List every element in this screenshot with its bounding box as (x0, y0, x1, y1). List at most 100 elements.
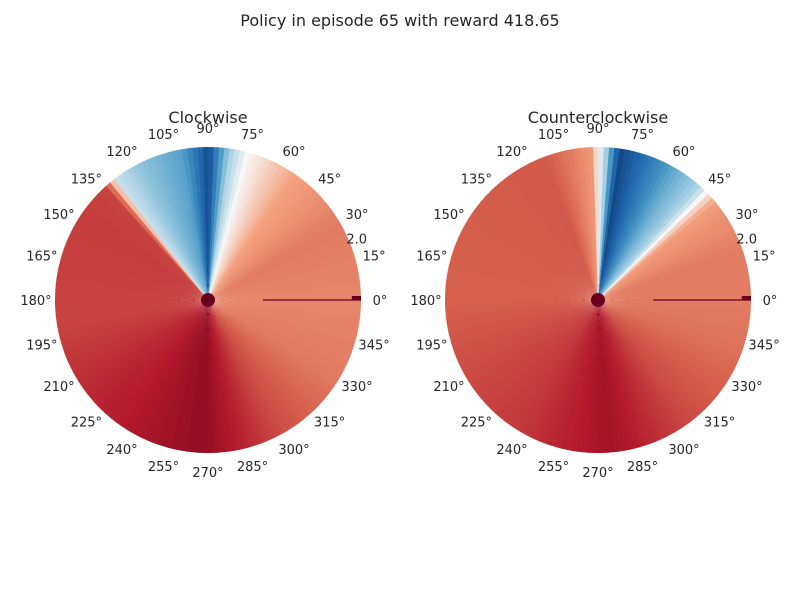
wedge (455, 237, 598, 300)
wedge (446, 273, 598, 300)
wedge (208, 162, 281, 300)
wedge (462, 223, 598, 300)
wedge (117, 300, 208, 428)
theta-tick-label: 30° (735, 208, 758, 223)
theta-ticks: 0° 15° 30° 45° 60° 75° 90° 105° 120° 135° 150° 165°… (20, 122, 389, 481)
wedge (70, 227, 208, 300)
wedge (598, 300, 751, 312)
wedge (598, 164, 675, 300)
wedge (598, 299, 752, 306)
wedge (208, 300, 322, 407)
theta-tick-label: 45° (708, 172, 731, 187)
wedge (540, 300, 598, 444)
wedge (576, 300, 598, 453)
wedge (208, 300, 361, 317)
wedge (207, 146, 214, 300)
wedge (521, 164, 598, 300)
wedge (208, 300, 348, 368)
wedge (449, 257, 598, 300)
wedge (208, 300, 357, 343)
theta-tick-label: 0° (763, 294, 778, 309)
wedge (525, 162, 598, 300)
wedge (208, 300, 276, 440)
wedge (80, 300, 208, 391)
theta-tick-label: 210° (43, 380, 74, 395)
wedge (54, 294, 208, 301)
wedge (208, 156, 266, 300)
wedge (208, 300, 361, 312)
wedge (598, 237, 741, 300)
wedge (473, 205, 598, 300)
wedge (598, 147, 610, 300)
wedge (131, 300, 208, 436)
wedge (598, 300, 738, 368)
wedge (208, 205, 333, 300)
wedge (208, 300, 290, 433)
wedge (499, 300, 598, 421)
wedge (598, 300, 716, 403)
wedge (181, 300, 208, 452)
chart-title: Counterclockwise (528, 108, 668, 127)
wedge (122, 170, 208, 300)
wedge (598, 167, 680, 300)
wedge (465, 218, 598, 300)
wedge (598, 151, 641, 300)
center-dot (591, 293, 605, 307)
wedge (487, 300, 598, 411)
theta-tick-label: 45° (318, 172, 341, 187)
wedge (117, 172, 208, 300)
wedge (208, 147, 230, 300)
wedge (208, 300, 360, 327)
wedge (491, 300, 598, 414)
wedge (499, 179, 598, 300)
wedge (598, 300, 748, 338)
wedge (512, 300, 598, 430)
wedge (64, 300, 208, 358)
wedge (598, 149, 631, 300)
wedge (126, 167, 208, 300)
wedge (598, 157, 661, 300)
theta-tick-label: 15° (753, 250, 776, 265)
wedge (535, 300, 598, 443)
wedge (495, 300, 598, 418)
wedge (208, 232, 348, 300)
wedge (208, 300, 285, 436)
wedge (208, 179, 307, 300)
wedge (598, 300, 697, 421)
wedge (208, 175, 303, 300)
theta-tick-label: 105° (148, 128, 179, 143)
wedge (598, 300, 749, 333)
center-dot (201, 293, 215, 307)
wedge (208, 149, 241, 300)
wedge (208, 300, 351, 363)
wedge (598, 300, 671, 438)
wedge (109, 179, 208, 300)
wedge (208, 242, 352, 300)
wedge (57, 267, 209, 300)
wedge (598, 147, 615, 300)
theta-tick-label: 60° (672, 145, 695, 160)
wedge (598, 300, 744, 353)
theta-tick-label: 165° (416, 250, 447, 265)
wedge (598, 214, 728, 300)
wedge (550, 300, 598, 448)
wedge (208, 300, 333, 395)
wedge (208, 218, 341, 300)
wedge (598, 300, 666, 440)
theta-tick-label: 90° (586, 122, 609, 137)
wedge (598, 300, 751, 322)
wedge (598, 300, 751, 317)
wedge (56, 273, 209, 300)
theta-tick-label: 150° (433, 208, 464, 223)
wedge (598, 189, 709, 300)
wedge (460, 300, 598, 373)
wedge (447, 267, 598, 300)
wedge (598, 186, 705, 300)
wedge (598, 147, 620, 300)
chart-title: Clockwise (168, 108, 247, 127)
radial-tick-label: 2.0 (346, 232, 367, 247)
theta-tick-label: 255° (538, 460, 569, 475)
wedge (598, 300, 719, 399)
wedge (452, 247, 598, 300)
wedge (458, 232, 598, 300)
